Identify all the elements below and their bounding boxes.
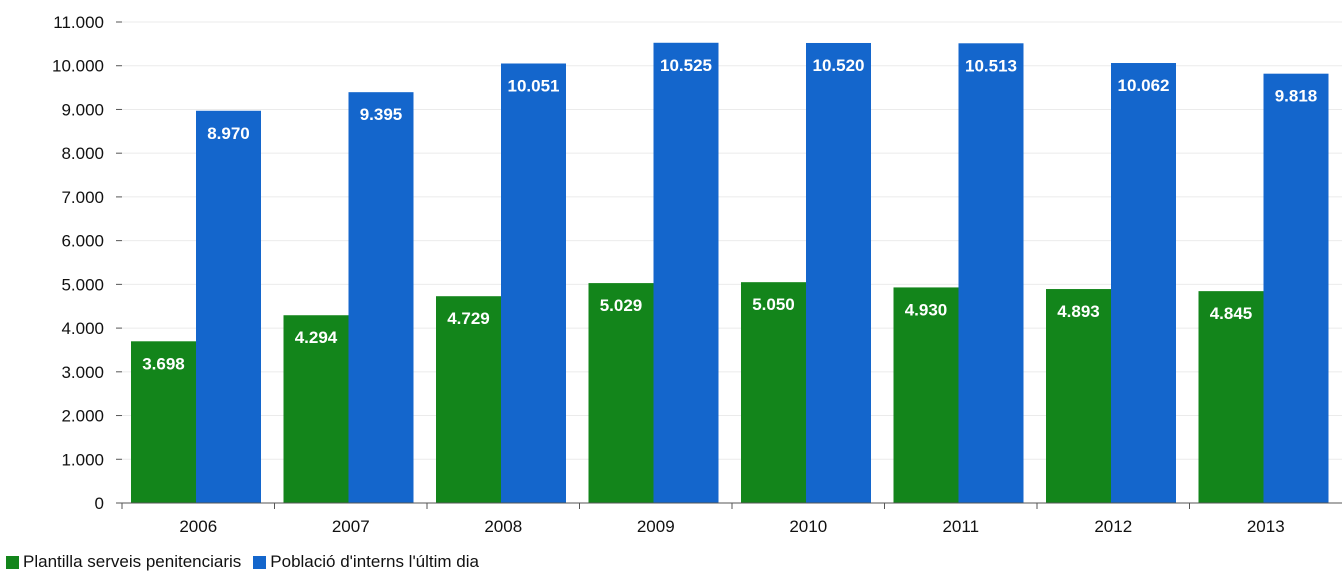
- bar-plantilla-2011: [893, 287, 959, 503]
- y-tick-label: 7.000: [61, 188, 104, 207]
- y-tick-label: 8.000: [61, 144, 104, 163]
- bar-poblacio-2012: [1111, 63, 1176, 504]
- legend-item-plantilla: Plantilla serveis penitenciaris: [6, 552, 241, 572]
- x-tick-label: 2007: [332, 517, 370, 536]
- data-label: 10.051: [508, 76, 560, 95]
- legend: Plantilla serveis penitenciaris Població…: [6, 551, 479, 573]
- bar-poblacio-2008: [501, 63, 566, 503]
- x-tick-label: 2008: [484, 517, 522, 536]
- bar-plantilla-2010: [741, 282, 806, 503]
- y-tick-label: 3.000: [61, 363, 104, 382]
- y-tick-label: 11.000: [53, 13, 104, 32]
- bar-poblacio-2011: [958, 43, 1024, 504]
- y-tick-label: 1.000: [61, 450, 104, 469]
- y-axis: 0 1.000 2.000 3.000 4.000 5.000 6.000 7.000 8.00…: [52, 13, 122, 513]
- legend-item-poblacio: Població d'interns l'últim dia: [253, 552, 479, 572]
- y-tick-label: 2.000: [61, 407, 104, 426]
- x-axis: 2006 2007 2008 2009 2010 2011 2012 2013: [121, 503, 1285, 536]
- data-label: 10.525: [660, 56, 712, 75]
- bar-poblacio-2010: [806, 42, 871, 504]
- bar-poblacio-2013: [1263, 73, 1329, 503]
- x-tick-label: 2012: [1094, 517, 1132, 536]
- data-label: 9.395: [360, 105, 403, 124]
- x-tick-label: 2009: [637, 517, 675, 536]
- data-label: 3.698: [142, 354, 185, 373]
- x-tick-label: 2010: [789, 517, 827, 536]
- data-label: 5.029: [600, 296, 643, 315]
- legend-swatch-poblacio: [253, 555, 267, 569]
- data-label: 10.520: [813, 56, 865, 75]
- bar-plantilla-2009: [588, 283, 654, 503]
- data-label: 4.294: [295, 328, 338, 347]
- data-label: 4.930: [905, 300, 948, 319]
- bar-poblacio-2009: [653, 42, 719, 504]
- bar-poblacio-2006: [196, 110, 261, 504]
- y-tick-label: 10.000: [52, 57, 104, 76]
- data-label: 4.893: [1057, 302, 1100, 321]
- bar-plantilla-2007: [283, 315, 349, 503]
- bar-plantilla-2012: [1046, 289, 1111, 503]
- y-tick-label: 4.000: [61, 319, 104, 338]
- x-tick-label: 2013: [1247, 517, 1285, 536]
- y-tick-label: 5.000: [61, 275, 104, 294]
- y-tick-label: 0: [95, 494, 104, 513]
- x-tick-label: 2011: [942, 517, 979, 536]
- data-label: 10.513: [965, 56, 1017, 75]
- data-label: 10.062: [1118, 76, 1170, 95]
- data-label: 4.845: [1210, 304, 1253, 323]
- y-tick-label: 9.000: [61, 100, 104, 119]
- data-label: 5.050: [752, 295, 795, 314]
- data-label: 9.818: [1275, 87, 1318, 106]
- y-tick-label: 6.000: [61, 232, 104, 251]
- data-label: 8.970: [207, 124, 250, 143]
- legend-label-plantilla: Plantilla serveis penitenciaris: [23, 552, 242, 571]
- bar-plantilla-2013: [1198, 291, 1264, 503]
- data-labels: 3.698 8.970 4.294 9.395 4.729 10.051 5.029 10.5…: [142, 56, 1317, 374]
- data-label: 4.729: [447, 309, 490, 328]
- x-tick-label: 2006: [179, 517, 217, 536]
- legend-swatch-plantilla: [6, 555, 19, 569]
- bar-plantilla-2006: [131, 341, 196, 503]
- bar-poblacio-2007: [348, 92, 414, 503]
- legend-label-poblacio: Població d'interns l'últim dia: [270, 552, 479, 571]
- bars: [131, 42, 1329, 504]
- bar-plantilla-2008: [436, 296, 501, 503]
